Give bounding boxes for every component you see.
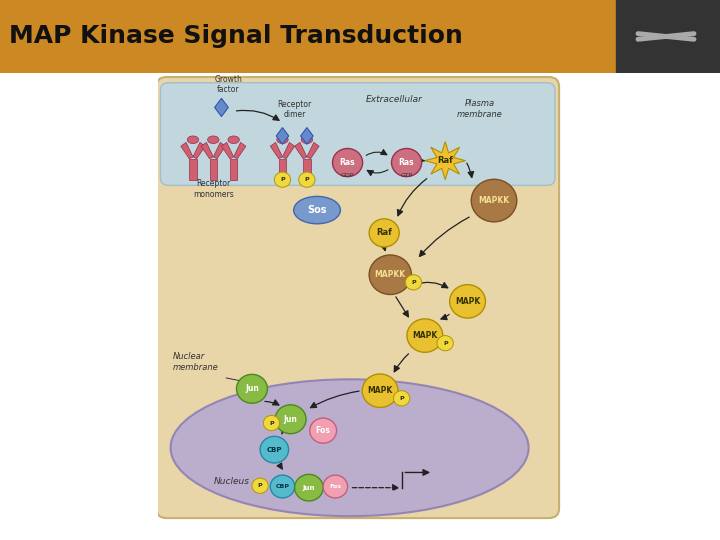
Text: GTP: GTP bbox=[400, 173, 413, 178]
Circle shape bbox=[407, 319, 443, 352]
Circle shape bbox=[275, 405, 306, 434]
Polygon shape bbox=[301, 127, 313, 144]
Text: Extracellular: Extracellular bbox=[366, 94, 423, 104]
Circle shape bbox=[471, 179, 517, 222]
Ellipse shape bbox=[294, 197, 341, 224]
Text: MAPK: MAPK bbox=[413, 331, 438, 340]
FancyBboxPatch shape bbox=[156, 77, 559, 518]
Text: Ras: Ras bbox=[340, 158, 356, 167]
Polygon shape bbox=[425, 141, 466, 180]
Circle shape bbox=[310, 418, 336, 443]
Text: P: P bbox=[443, 341, 448, 346]
Circle shape bbox=[394, 391, 410, 406]
Polygon shape bbox=[276, 127, 289, 144]
Polygon shape bbox=[215, 98, 228, 117]
Ellipse shape bbox=[187, 136, 199, 144]
Text: Jun: Jun bbox=[284, 415, 297, 424]
Text: MAPK: MAPK bbox=[367, 386, 392, 395]
Circle shape bbox=[323, 475, 348, 498]
Text: P: P bbox=[400, 396, 404, 401]
Circle shape bbox=[369, 219, 399, 247]
Text: MAPKK: MAPKK bbox=[479, 196, 510, 205]
Polygon shape bbox=[201, 143, 213, 159]
Text: P: P bbox=[411, 280, 415, 285]
Circle shape bbox=[405, 275, 422, 290]
Polygon shape bbox=[282, 143, 294, 159]
Text: MAPKK: MAPKK bbox=[374, 270, 406, 279]
Bar bbox=[616, 0, 720, 73]
Polygon shape bbox=[210, 159, 217, 180]
Text: Jun: Jun bbox=[245, 384, 259, 393]
Circle shape bbox=[264, 415, 279, 430]
Text: Nuclear
membrane: Nuclear membrane bbox=[173, 352, 218, 372]
Text: MAP Kinase Signal Transduction: MAP Kinase Signal Transduction bbox=[9, 24, 462, 49]
Circle shape bbox=[252, 478, 269, 494]
Polygon shape bbox=[230, 159, 238, 180]
Ellipse shape bbox=[301, 136, 312, 144]
Text: CBP: CBP bbox=[276, 484, 289, 489]
Polygon shape bbox=[294, 143, 307, 159]
Text: Raf: Raf bbox=[437, 156, 453, 165]
Text: MAPK: MAPK bbox=[455, 297, 480, 306]
Circle shape bbox=[392, 148, 422, 177]
Text: Fos: Fos bbox=[315, 426, 330, 435]
Polygon shape bbox=[222, 143, 234, 159]
Polygon shape bbox=[181, 143, 193, 159]
Text: P: P bbox=[305, 177, 309, 182]
Text: Fos: Fos bbox=[329, 484, 341, 489]
Circle shape bbox=[450, 285, 485, 318]
Ellipse shape bbox=[171, 379, 528, 516]
Circle shape bbox=[294, 474, 323, 501]
Ellipse shape bbox=[207, 136, 219, 144]
Ellipse shape bbox=[276, 136, 288, 144]
Polygon shape bbox=[303, 159, 310, 180]
Text: CBP: CBP bbox=[266, 447, 282, 453]
Polygon shape bbox=[307, 143, 319, 159]
Polygon shape bbox=[213, 143, 225, 159]
Text: Plasma
membrane: Plasma membrane bbox=[457, 99, 503, 119]
Circle shape bbox=[437, 335, 454, 351]
Circle shape bbox=[260, 436, 289, 463]
Text: Ras: Ras bbox=[399, 158, 415, 167]
Text: Sos: Sos bbox=[307, 205, 327, 215]
Polygon shape bbox=[270, 143, 282, 159]
Text: P: P bbox=[280, 177, 285, 182]
Circle shape bbox=[333, 148, 363, 177]
Ellipse shape bbox=[228, 136, 239, 144]
Text: Raf: Raf bbox=[377, 228, 392, 238]
Polygon shape bbox=[234, 143, 246, 159]
Text: Receptor
dimer: Receptor dimer bbox=[277, 99, 312, 119]
Polygon shape bbox=[279, 159, 286, 180]
Text: P: P bbox=[258, 483, 262, 488]
Text: Growth
factor: Growth factor bbox=[215, 75, 243, 94]
Polygon shape bbox=[193, 143, 205, 159]
Circle shape bbox=[362, 374, 398, 408]
Text: Jun: Jun bbox=[302, 485, 315, 491]
Bar bbox=[0, 0, 616, 73]
Text: Nucleus: Nucleus bbox=[213, 477, 249, 486]
Circle shape bbox=[274, 172, 291, 187]
Text: GDP: GDP bbox=[341, 173, 354, 178]
Text: P: P bbox=[269, 421, 274, 426]
Circle shape bbox=[299, 172, 315, 187]
Polygon shape bbox=[189, 159, 197, 180]
FancyBboxPatch shape bbox=[161, 83, 555, 185]
Circle shape bbox=[369, 255, 411, 294]
Circle shape bbox=[270, 475, 294, 498]
Text: Receptor
monomers: Receptor monomers bbox=[193, 179, 234, 199]
Circle shape bbox=[236, 374, 267, 403]
